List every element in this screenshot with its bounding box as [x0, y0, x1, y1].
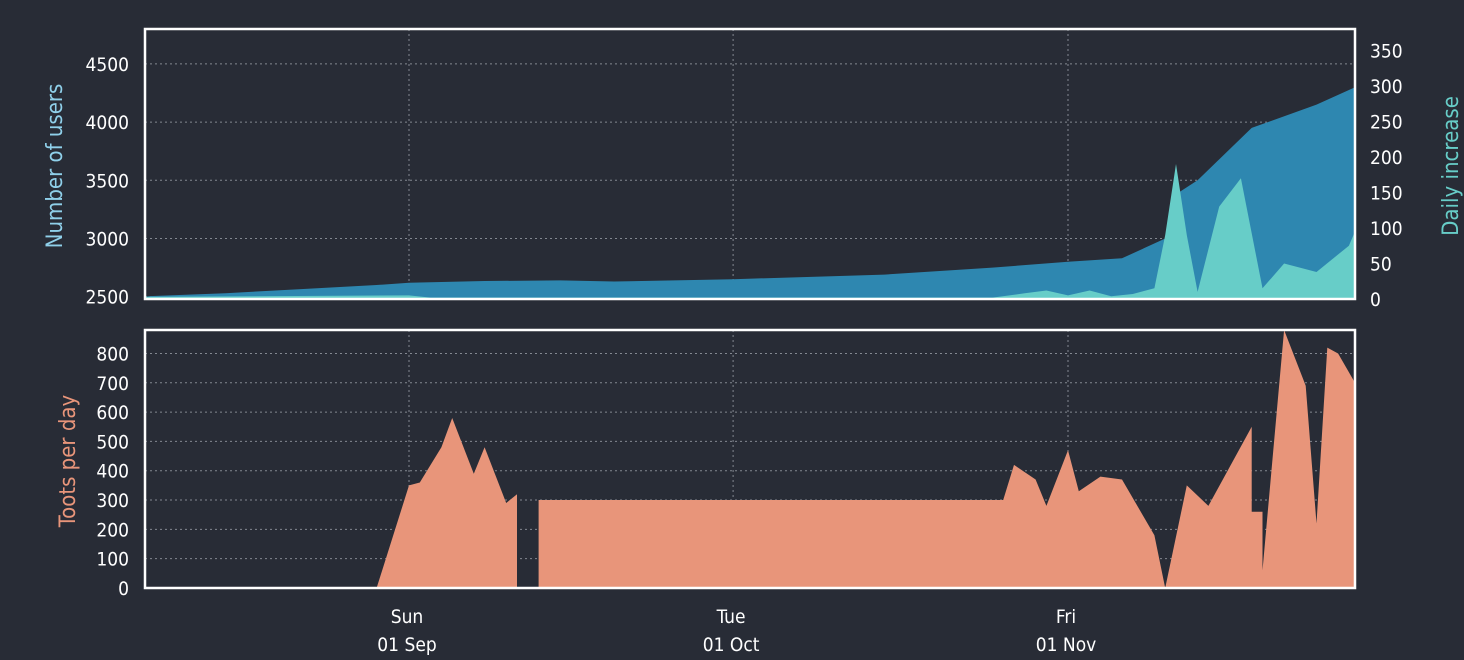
- toots-tick-label: 500: [96, 431, 129, 453]
- toots-panel-areas: [365, 330, 1355, 588]
- toots-tick-label: 200: [96, 519, 129, 541]
- users-axis-ticks: 2500 3000 3500 4000 4500: [86, 54, 130, 309]
- toots-area: [365, 418, 518, 588]
- toots-tick-label: 700: [96, 373, 129, 395]
- date-axis: Sun 01 Sep Tue 01 Oct Fri 01 Nov: [377, 606, 1096, 656]
- daily-increase-tick-label: 100: [1370, 218, 1403, 240]
- users-tick-label: 2500: [86, 287, 130, 309]
- daily-increase-tick-label: 300: [1370, 76, 1403, 98]
- toots-area: [538, 330, 1355, 588]
- toots-tick-label: 0: [118, 578, 129, 600]
- users-panel: 2500 3000 3500 4000 4500 0 50 100 150 200 250 300 3…: [43, 27, 1464, 311]
- toots-axis-ticks: 0 100 200 300 400 500 600 700 800: [96, 343, 129, 600]
- daily-increase-axis-label: Daily increase: [1439, 96, 1464, 236]
- toots-tick-label: 800: [96, 343, 129, 365]
- date-tick-label: 01 Oct: [703, 634, 760, 656]
- users-tick-label: 3500: [86, 170, 130, 192]
- date-tick-weekday: Tue: [716, 606, 746, 628]
- toots-panel: 0 100 200 300 400 500 600 700 800 Toots per day: [56, 328, 1357, 600]
- users-panel-areas: [145, 30, 1355, 299]
- users-panel-frame: [143, 27, 1357, 301]
- daily-increase-tick-label: 50: [1370, 253, 1392, 275]
- date-tick-label: 01 Sep: [377, 634, 436, 656]
- users-tick-label: 4500: [86, 54, 130, 76]
- daily-increase-tick-label: 200: [1370, 147, 1403, 169]
- toots-panel-frame: [143, 328, 1357, 590]
- daily-increase-tick-label: 150: [1370, 182, 1403, 204]
- toots-tick-label: 400: [96, 461, 129, 483]
- date-tick-label: 01 Nov: [1036, 634, 1097, 656]
- users-tick-label: 4000: [86, 112, 130, 134]
- date-tick-weekday: Fri: [1056, 606, 1076, 628]
- date-tick-weekday: Sun: [391, 606, 424, 628]
- daily-increase-tick-label: 0: [1370, 289, 1381, 311]
- toots-tick-label: 100: [96, 549, 129, 571]
- toots-tick-label: 600: [96, 402, 129, 424]
- daily-increase-tick-label: 250: [1370, 111, 1403, 133]
- users-axis-label: Number of users: [43, 84, 68, 249]
- users-tick-label: 3000: [86, 228, 130, 250]
- daily-increase-area: [145, 164, 1355, 299]
- daily-increase-tick-label: 350: [1370, 40, 1403, 62]
- toots-axis-label: Toots per day: [56, 394, 81, 528]
- daily-increase-axis-ticks: 0 50 100 150 200 250 300 350: [1370, 40, 1403, 311]
- toots-tick-label: 300: [96, 490, 129, 512]
